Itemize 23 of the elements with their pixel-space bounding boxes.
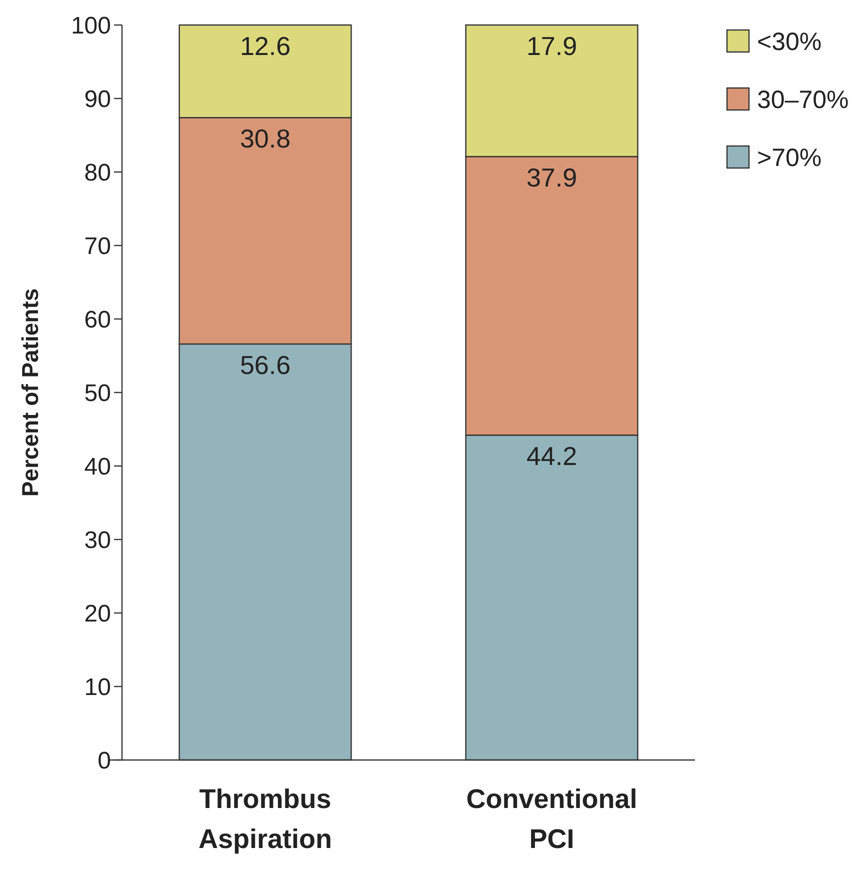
data-label: 12.6 — [240, 31, 291, 61]
y-tick-label: 90 — [84, 86, 111, 113]
x-tick-label: Conventional PCI — [466, 784, 638, 854]
y-tick-label: 100 — [70, 12, 111, 40]
legend-label: <30% — [757, 28, 822, 56]
data-label: 17.9 — [526, 31, 578, 61]
y-tick-label: 0 — [98, 747, 111, 774]
data-label: 30.8 — [240, 124, 291, 154]
legend-label: 30–70% — [757, 86, 849, 114]
y-tick-label: 30 — [84, 526, 111, 554]
data-label: 37.9 — [526, 162, 578, 193]
y-tick-label: 40 — [84, 453, 111, 480]
data-label: 56.6 — [240, 350, 291, 380]
y-tick-label: 70 — [84, 232, 111, 260]
y-tick-label: 80 — [84, 159, 111, 186]
y-axis-title: Percent of Patients — [17, 288, 43, 497]
y-tick-label: 60 — [84, 306, 111, 334]
y-tick-label: 20 — [84, 600, 111, 628]
x-tick-label: Thrombus Aspiration — [198, 784, 332, 854]
y-tick-label: 50 — [84, 380, 111, 407]
legend-label: >70% — [757, 144, 822, 172]
y-tick-label: 10 — [84, 674, 111, 701]
data-label: 44.2 — [526, 441, 578, 472]
